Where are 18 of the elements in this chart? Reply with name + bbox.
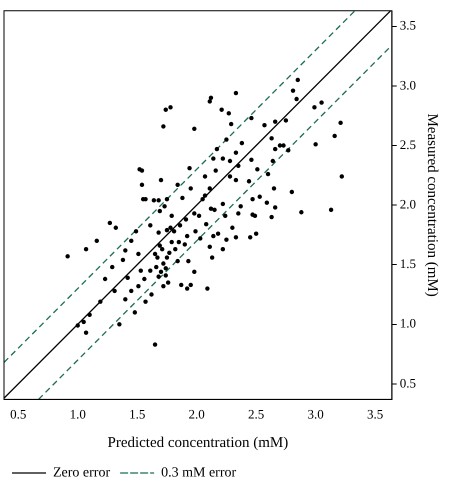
y-tick-label: 1.5: [400, 256, 416, 272]
legend-label: 0.3 mM error: [161, 466, 237, 481]
y-tick-label: 1.0: [400, 316, 416, 331]
y-tick-label: 0.5: [400, 375, 416, 390]
x-tick-label: 3.0: [308, 406, 324, 422]
legend-label: Zero error: [53, 466, 110, 481]
x-tick-label: 0.5: [10, 406, 26, 422]
x-tick-label: 2.0: [188, 406, 205, 422]
y-tick-label: 3.0: [400, 77, 416, 92]
y-axis-title: Measured concentration (mM): [424, 113, 440, 297]
x-axis-title: Predicted concentration (mM): [107, 434, 288, 451]
x-tick-label: 2.5: [248, 406, 264, 422]
x-tick-label: 1.5: [129, 406, 146, 422]
y-tick-label: 3.5: [400, 18, 416, 33]
y-tick-label: 2.5: [400, 136, 416, 152]
x-tick-label: 3.5: [366, 406, 384, 422]
y-tick-label: 2.0: [400, 196, 416, 212]
x-tick-label: 1.0: [70, 406, 86, 422]
